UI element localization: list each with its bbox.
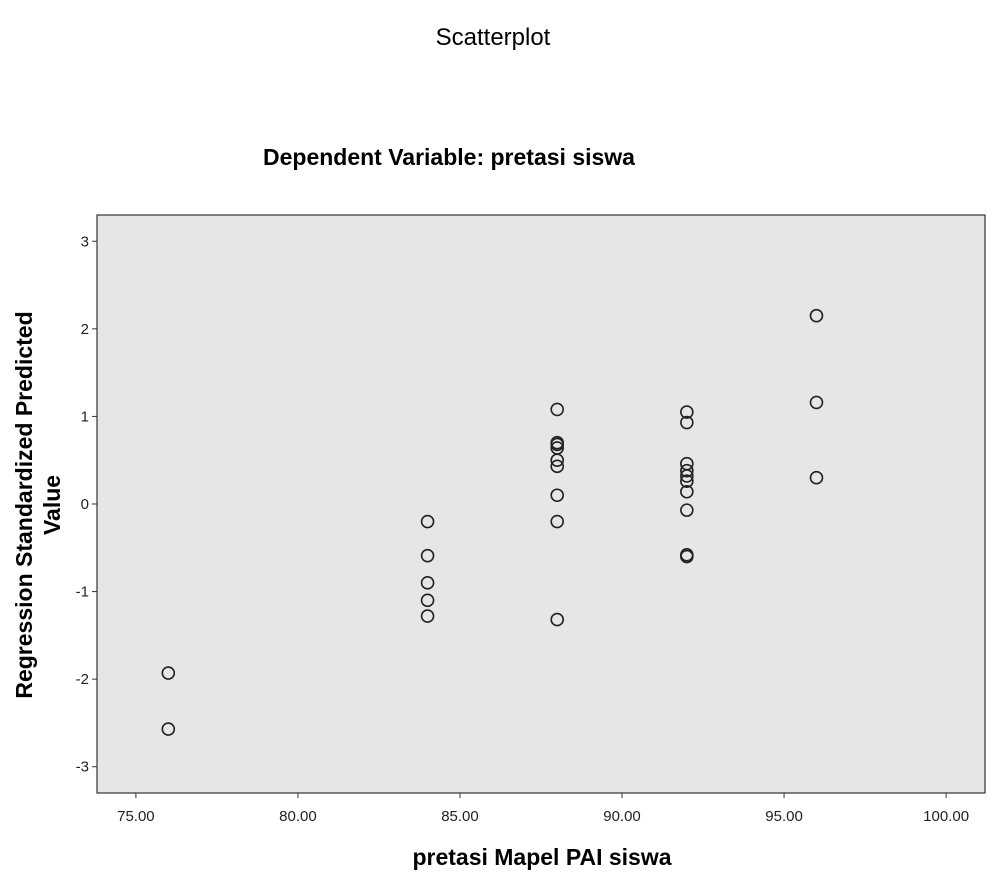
scatter-point [680, 469, 694, 483]
scatter-point [680, 415, 694, 430]
scatter-point [550, 437, 565, 452]
scatter-point [809, 395, 824, 410]
y-tick-label: -3 [76, 759, 89, 776]
x-tick-label: 90.00 [603, 808, 641, 825]
x-tick-label: 100.00 [923, 808, 969, 825]
scatter-point [420, 548, 435, 563]
scatter-point [550, 612, 565, 627]
chart-subtitle: Dependent Variable: pretasi siswa [263, 144, 635, 170]
y-tick-label: 0 [81, 496, 89, 513]
scatter-point [420, 576, 435, 590]
y-tick-label: 2 [81, 321, 89, 338]
y-axis-title-line-2: Value [39, 475, 65, 535]
y-axis-title-line-1: Regression Standardized Predicted [11, 311, 37, 698]
scatter-point [420, 609, 435, 623]
scatter-point [161, 666, 176, 680]
scatter-point [420, 514, 435, 529]
x-tick-label: 85.00 [441, 808, 479, 825]
scatter-point [550, 453, 565, 468]
y-tick-label: -1 [76, 584, 89, 601]
scatter-point [680, 484, 694, 499]
y-axis: 3 2 1 0 -1 -2 -3 [76, 233, 97, 776]
scatter-point [809, 470, 824, 485]
scatter-point [680, 405, 694, 419]
data-points [161, 308, 824, 736]
scatter-point [680, 503, 694, 517]
y-tick-label: -2 [76, 671, 89, 688]
scatter-point [161, 722, 176, 736]
x-tick-label: 75.00 [117, 808, 155, 825]
scatter-point [550, 459, 565, 474]
x-tick-label: 95.00 [765, 808, 803, 825]
x-axis-title: pretasi Mapel PAI siswa [412, 844, 671, 870]
scatter-point [680, 549, 694, 564]
chart-title: Scatterplot [436, 24, 551, 51]
plot-area [96, 214, 986, 794]
y-tick-label: 3 [81, 233, 89, 250]
y-tick-label: 1 [81, 408, 89, 425]
scatter-point [550, 488, 565, 503]
scatter-point [809, 308, 824, 323]
scatter-point [420, 593, 435, 608]
scatter-point [550, 402, 565, 417]
x-tick-label: 80.00 [279, 808, 317, 825]
scatter-point [680, 463, 694, 478]
x-axis: 75.00 80.00 85.00 90.00 95.00 100.00 [117, 793, 969, 825]
scatter-point [550, 514, 565, 529]
scatter-point [680, 474, 694, 489]
